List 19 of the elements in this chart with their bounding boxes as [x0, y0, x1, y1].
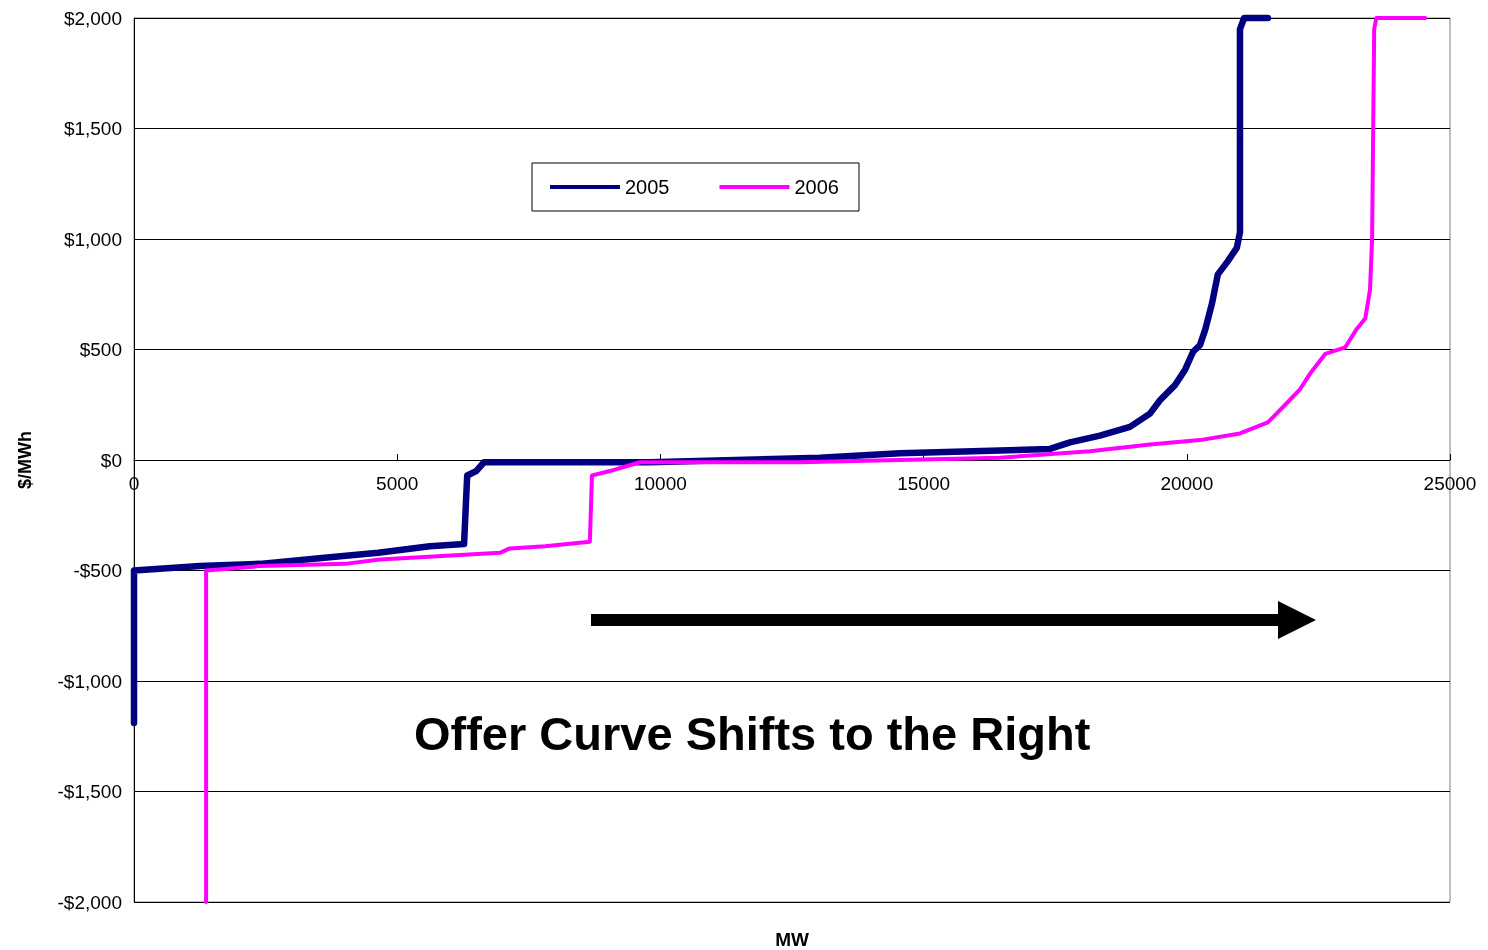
legend-label: 2006	[794, 176, 839, 198]
annotation: Offer Curve Shifts to the Right	[414, 707, 1091, 760]
legend-label: 2005	[625, 176, 670, 198]
y-tick-label: $0	[100, 449, 122, 471]
y-tick-label: -$2,000	[57, 891, 122, 913]
x-tick-label: 15000	[897, 473, 951, 494]
x-tick-label: 5000	[376, 473, 419, 494]
y-tick-label: -$1,500	[57, 781, 122, 802]
x-tick-label: 25000	[1423, 473, 1477, 494]
y-tick-label: $1,500	[63, 118, 122, 139]
y-axis-title: $/MWh	[15, 431, 35, 489]
y-tick-label: -$500	[73, 560, 122, 581]
y-tick-label: -$1,000	[57, 670, 122, 692]
x-axis-title: MW	[775, 929, 809, 950]
x-tick-label: 10000	[633, 473, 687, 494]
y-tick-label: $2,000	[63, 7, 122, 29]
y-tick-label: $1,000	[63, 228, 122, 250]
y-tick-label: $500	[79, 339, 122, 360]
x-tick-label: 20000	[1160, 473, 1214, 494]
